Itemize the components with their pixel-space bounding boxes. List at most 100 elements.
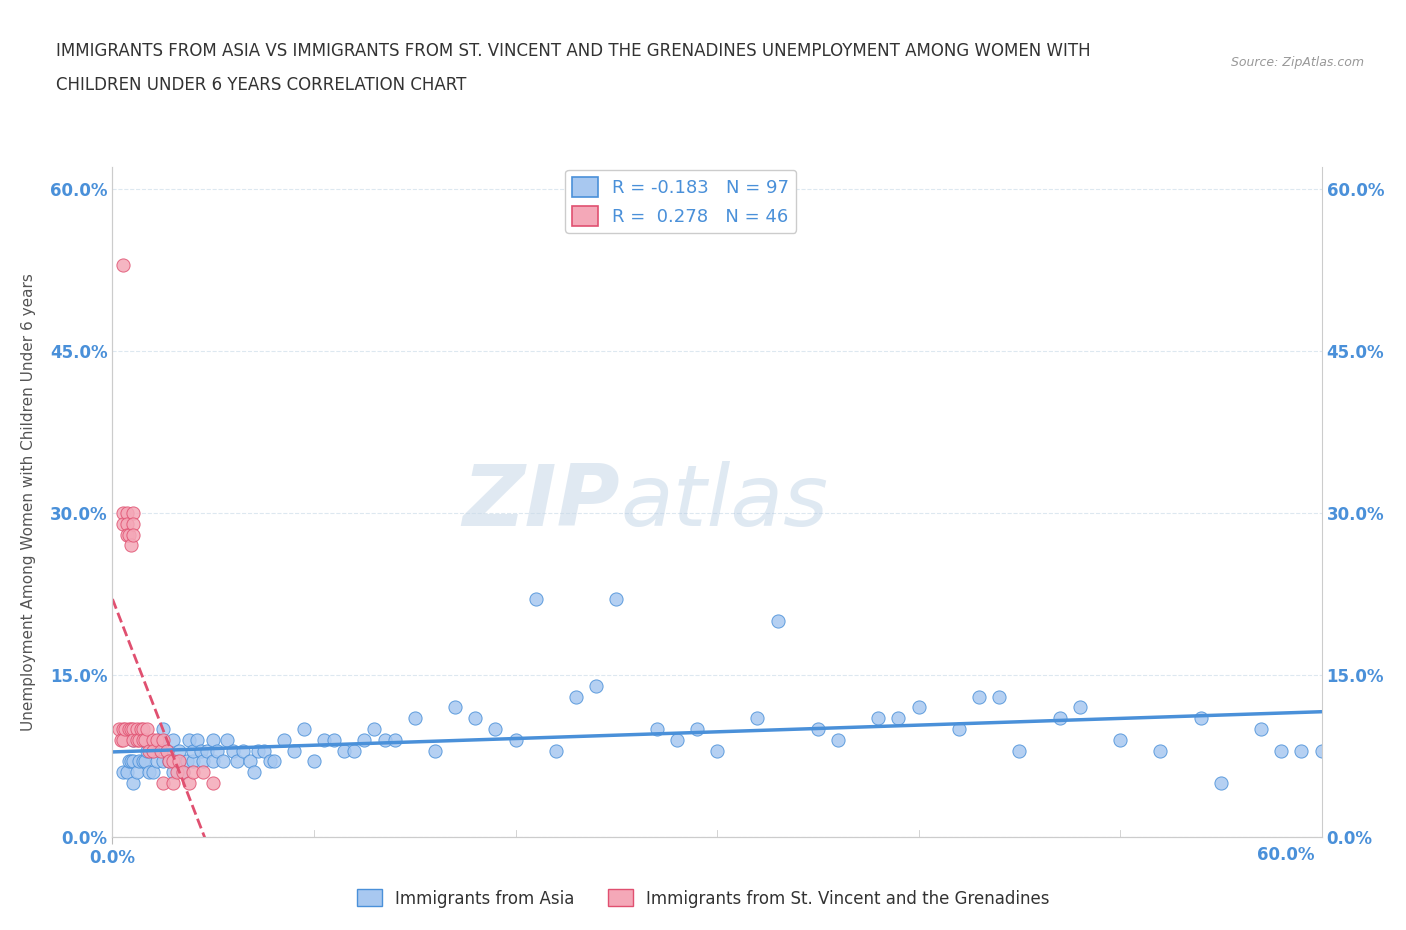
Point: [132, 732, 155, 747]
Text: Source: ZipAtlas.com: Source: ZipAtlas.com: [1230, 56, 1364, 69]
Text: 60.0%: 60.0%: [1257, 846, 1315, 864]
Point: [212, 754, 235, 769]
Point: [544, 743, 567, 758]
Point: [645, 722, 668, 737]
Point: [156, 743, 179, 758]
Point: [121, 732, 143, 747]
Point: [827, 732, 849, 747]
Point: [686, 722, 709, 737]
Point: [226, 754, 249, 769]
Point: [1149, 743, 1171, 758]
Text: atlas: atlas: [620, 460, 828, 544]
Point: [333, 743, 356, 758]
Legend: R = -0.183   N = 97, R =  0.278   N = 46: R = -0.183 N = 97, R = 0.278 N = 46: [565, 170, 796, 233]
Point: [464, 711, 486, 725]
Point: [263, 754, 285, 769]
Point: [134, 754, 156, 769]
Point: [134, 732, 156, 747]
Point: [167, 754, 190, 769]
Point: [1069, 700, 1091, 715]
Point: [343, 743, 366, 758]
Point: [585, 678, 607, 693]
Point: [190, 743, 212, 758]
Point: [222, 743, 245, 758]
Point: [273, 732, 295, 747]
Y-axis label: Unemployment Among Women with Children Under 6 years: Unemployment Among Women with Children U…: [21, 273, 37, 731]
Point: [152, 754, 174, 769]
Point: [988, 689, 1011, 704]
Point: [148, 732, 170, 747]
Point: [142, 764, 165, 779]
Text: ZIP: ZIP: [463, 460, 620, 544]
Point: [1310, 743, 1333, 758]
Point: [166, 764, 188, 779]
Point: [565, 689, 588, 704]
Point: [1270, 743, 1292, 758]
Point: [374, 732, 396, 747]
Point: [1250, 722, 1272, 737]
Point: [111, 764, 134, 779]
Point: [172, 764, 194, 779]
Point: [111, 258, 134, 272]
Point: [156, 743, 179, 758]
Point: [132, 722, 155, 737]
Point: [138, 743, 160, 758]
Point: [167, 743, 190, 758]
Point: [484, 722, 506, 737]
Point: [807, 722, 830, 737]
Point: [121, 732, 143, 747]
Point: [114, 722, 136, 737]
Point: [238, 754, 260, 769]
Text: IMMIGRANTS FROM ASIA VS IMMIGRANTS FROM ST. VINCENT AND THE GRENADINES UNEMPLOYM: IMMIGRANTS FROM ASIA VS IMMIGRANTS FROM …: [56, 42, 1091, 60]
Point: [202, 754, 225, 769]
Point: [191, 764, 214, 779]
Point: [111, 732, 134, 747]
Point: [384, 732, 406, 747]
Point: [353, 732, 375, 747]
Point: [132, 754, 155, 769]
Point: [128, 754, 150, 769]
Point: [706, 743, 728, 758]
Point: [423, 743, 446, 758]
Point: [246, 743, 269, 758]
Point: [202, 732, 225, 747]
Point: [967, 689, 990, 704]
Point: [120, 754, 142, 769]
Point: [665, 732, 688, 747]
Point: [605, 592, 627, 607]
Point: [1189, 711, 1212, 725]
Point: [177, 776, 200, 790]
Point: [111, 506, 134, 521]
Point: [1291, 743, 1313, 758]
Point: [404, 711, 426, 725]
Point: [766, 614, 789, 629]
Point: [115, 516, 138, 531]
Point: [152, 722, 174, 737]
Point: [1008, 743, 1031, 758]
Point: [120, 538, 142, 552]
Point: [162, 732, 184, 747]
Legend: Immigrants from Asia, Immigrants from St. Vincent and the Grenadines: Immigrants from Asia, Immigrants from St…: [350, 883, 1056, 914]
Point: [176, 754, 198, 769]
Point: [907, 700, 929, 715]
Point: [129, 722, 152, 737]
Point: [152, 732, 174, 747]
Point: [232, 743, 254, 758]
Point: [152, 776, 174, 790]
Point: [202, 776, 225, 790]
Point: [120, 722, 142, 737]
Point: [217, 732, 239, 747]
Point: [191, 754, 214, 769]
Point: [162, 754, 184, 769]
Point: [195, 743, 218, 758]
Point: [887, 711, 910, 725]
Point: [121, 722, 143, 737]
Point: [868, 711, 890, 725]
Point: [121, 506, 143, 521]
Point: [115, 506, 138, 521]
Point: [292, 722, 315, 737]
Point: [117, 527, 139, 542]
Point: [524, 592, 547, 607]
Point: [312, 732, 335, 747]
Point: [1209, 776, 1232, 790]
